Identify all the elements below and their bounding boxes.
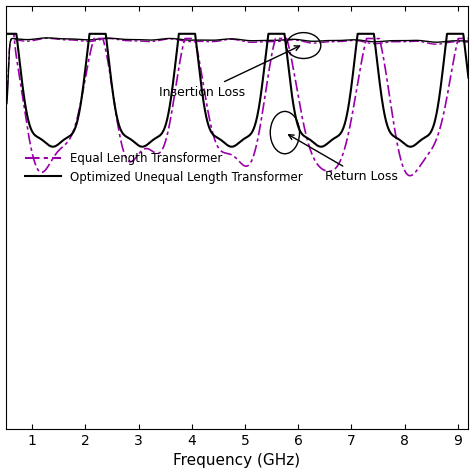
- Legend: Equal Length Transformer, Optimized Unequal Length Transformer: Equal Length Transformer, Optimized Uneq…: [21, 147, 308, 188]
- Text: Return Loss: Return Loss: [289, 135, 398, 183]
- Text: Insertion Loss: Insertion Loss: [159, 46, 300, 99]
- X-axis label: Frequency (GHz): Frequency (GHz): [173, 454, 301, 468]
